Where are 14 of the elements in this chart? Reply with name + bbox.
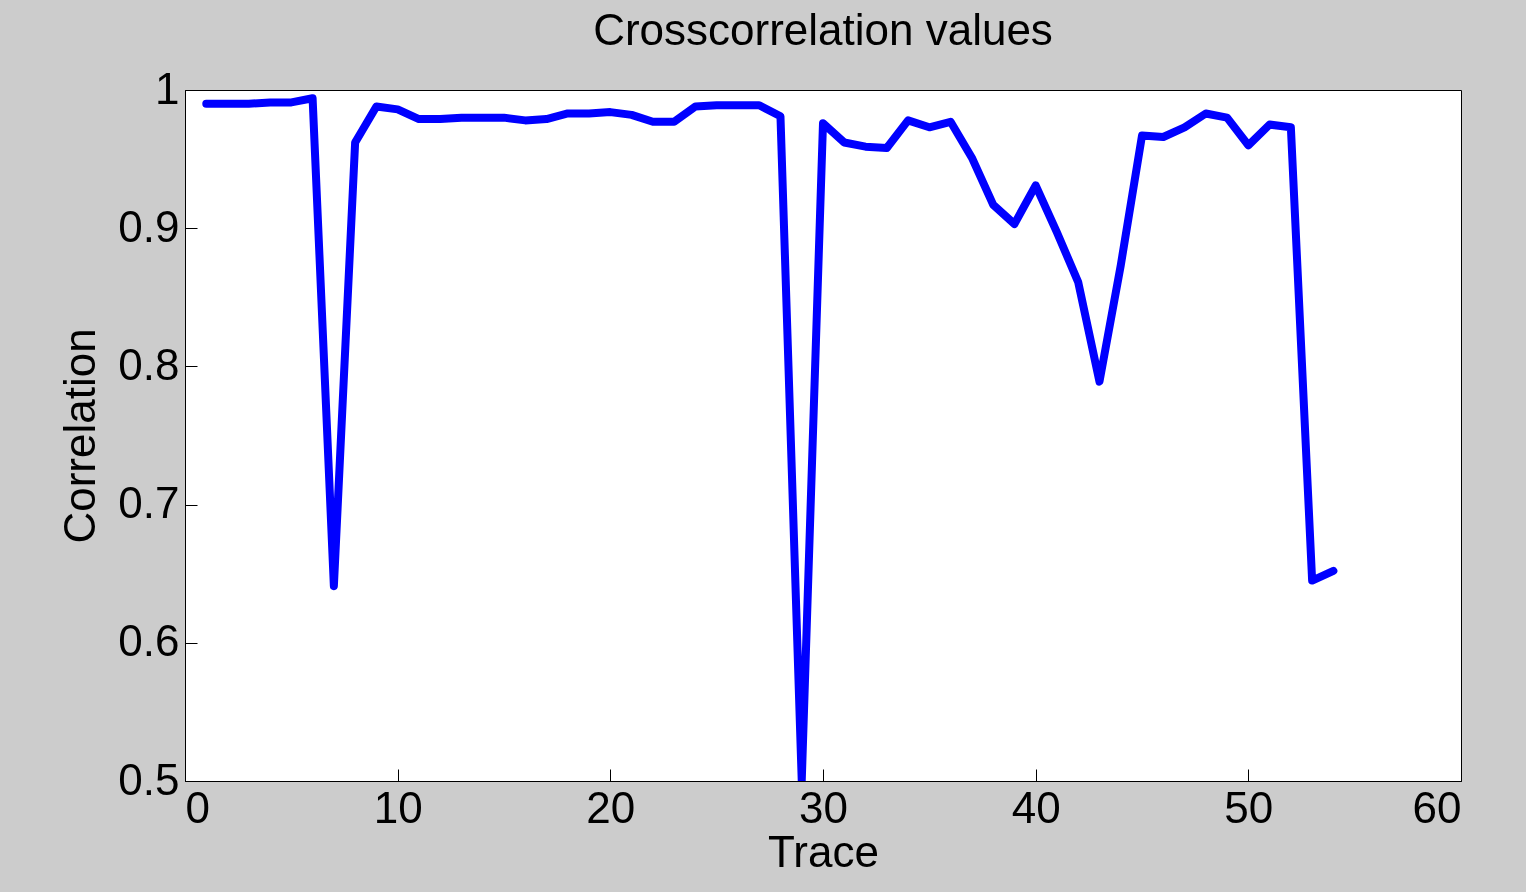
x-tick-label: 40 [1011,782,1061,832]
x-tick-label: 10 [373,782,423,832]
chart-title: Crosscorrelation values [593,5,1053,54]
y-tick-label: 0.9 [118,201,180,251]
x-tick-label: 20 [586,782,636,832]
x-tick-label: 50 [1224,782,1274,832]
y-tick-label: 1 [155,63,180,113]
y-tick-label: 0.6 [118,616,180,666]
x-tick-label: 60 [1412,782,1462,832]
y-tick-label: 0.7 [118,478,180,528]
y-tick-label: 0.8 [118,339,180,389]
y-axis-title: Correlation [55,328,105,544]
y-tick-label: 0.5 [118,754,180,804]
x-tick-label: 0 [185,782,210,832]
